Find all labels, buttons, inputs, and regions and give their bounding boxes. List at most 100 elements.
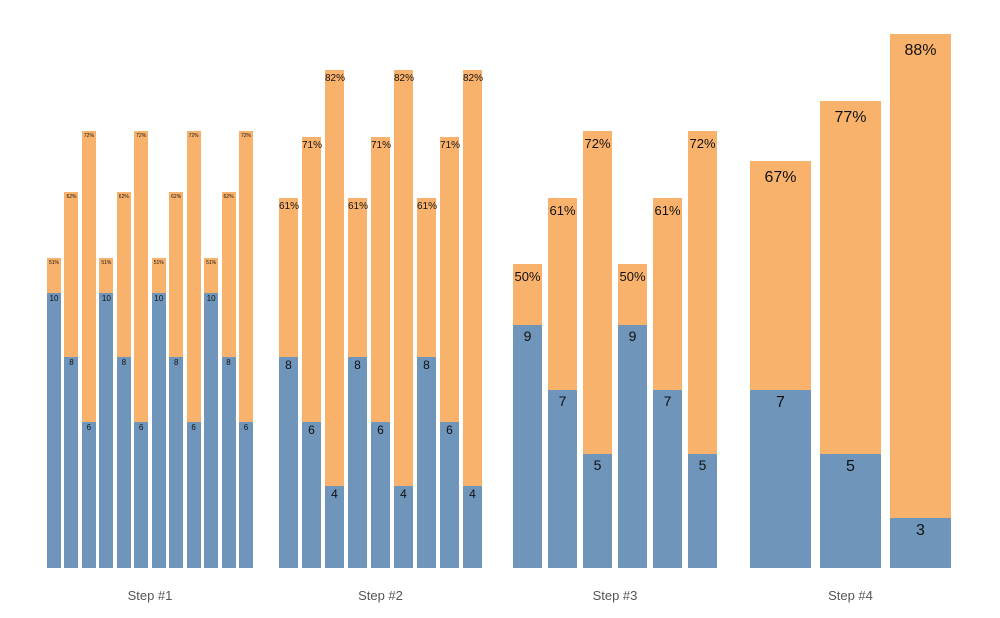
value-label: 8 <box>173 358 179 367</box>
stacked-bar: 51% 10 <box>47 258 61 568</box>
bar-bottom-segment: 6 <box>186 422 201 568</box>
bar-group: 61% 8 71% 6 82% 4 61% 8 71% 6 82% 4 61% 8 71% 6 82% 4 <box>279 70 484 568</box>
group-label: Step #1 <box>127 588 173 603</box>
value-label: 4 <box>469 487 476 501</box>
bar-bottom-segment: 10 <box>99 293 114 568</box>
pct-label: 62% <box>66 194 77 200</box>
pct-label: 72% <box>240 133 251 139</box>
value-label: 10 <box>206 294 216 303</box>
pct-label: 51% <box>48 260 59 266</box>
value-label: 6 <box>308 423 315 437</box>
value-label: 4 <box>400 487 407 501</box>
bar-bottom-segment: 4 <box>325 486 344 568</box>
bar-bottom-segment: 10 <box>151 293 166 568</box>
bar-bottom-segment: 9 <box>513 325 542 568</box>
pct-label: 61% <box>549 203 576 218</box>
value-label: 7 <box>558 393 567 409</box>
pct-label: 61% <box>417 201 438 212</box>
stacked-bar: 71% 6 <box>302 137 322 568</box>
bar-bottom-segment: 10 <box>47 293 61 568</box>
value-label: 7 <box>663 393 672 409</box>
pct-label: 62% <box>118 194 129 200</box>
value-label: 8 <box>423 358 430 372</box>
stacked-bar: 72% 5 <box>688 131 717 568</box>
pct-label: 61% <box>654 203 681 218</box>
stacked-bar: 72% 6 <box>186 131 201 568</box>
stacked-bar: 61% 8 <box>417 198 438 568</box>
pct-label: 62% <box>171 194 182 200</box>
pct-label: 71% <box>371 140 392 151</box>
value-label: 8 <box>285 358 292 372</box>
bar-bottom-segment: 8 <box>221 357 236 568</box>
value-label: 6 <box>191 423 196 432</box>
bar-bottom-segment: 8 <box>116 357 131 568</box>
value-label: 8 <box>226 358 231 367</box>
stacked-bar: 62% 8 <box>64 192 79 568</box>
value-label: 6 <box>139 423 144 432</box>
value-label: 8 <box>121 358 127 367</box>
stacked-bar: 82% 4 <box>394 70 415 568</box>
pct-label: 82% <box>394 73 415 84</box>
bar-bottom-segment: 5 <box>688 454 717 568</box>
pct-label: 61% <box>348 201 369 212</box>
group-label: Step #2 <box>358 588 403 603</box>
stacked-bar: 61% 7 <box>653 198 682 568</box>
value-label: 8 <box>69 358 74 367</box>
bar-bottom-segment: 9 <box>618 325 647 568</box>
pct-label: 82% <box>463 73 484 84</box>
pct-label: 51% <box>101 260 112 266</box>
bar-bottom-segment: 8 <box>279 357 298 568</box>
value-label: 6 <box>446 423 453 437</box>
stacked-bar: 82% 4 <box>463 70 484 568</box>
bar-bottom-segment: 6 <box>81 422 96 568</box>
stacked-bar: 62% 8 <box>169 192 184 568</box>
pct-label: 72% <box>689 136 716 151</box>
value-label: 4 <box>331 487 338 501</box>
pct-label: 51% <box>153 260 164 266</box>
bar-bottom-segment: 8 <box>64 357 79 568</box>
stacked-bar: 88% 3 <box>890 34 951 568</box>
stacked-bar: 71% 6 <box>371 137 392 568</box>
bar-bottom-segment: 6 <box>238 422 253 568</box>
stacked-bar: 72% 6 <box>238 131 253 568</box>
bar-group: 50% 9 61% 7 72% 5 50% 9 61% 7 72% 5 <box>513 131 717 568</box>
value-label: 9 <box>628 328 637 344</box>
value-label: 7 <box>776 394 785 411</box>
value-label: 5 <box>593 457 602 473</box>
group-label: Step #3 <box>592 588 638 603</box>
bar-bottom-segment: 5 <box>583 454 612 568</box>
stacked-bar: 72% 6 <box>134 131 149 568</box>
pct-label: 72% <box>584 136 611 151</box>
bar-bottom-segment: 4 <box>463 486 482 568</box>
pct-label: 77% <box>834 109 867 126</box>
pct-label: 50% <box>514 269 541 284</box>
stacked-bar: 82% 4 <box>325 70 345 568</box>
bar-bottom-segment: 7 <box>548 390 577 568</box>
stacked-bar: 77% 5 <box>820 101 881 568</box>
value-label: 6 <box>86 423 92 432</box>
value-label: 10 <box>49 294 59 303</box>
pct-label: 62% <box>223 194 234 200</box>
value-label: 5 <box>846 458 855 475</box>
pct-label: 88% <box>904 42 937 59</box>
pct-label: 71% <box>440 140 461 151</box>
stacked-bar: 61% 7 <box>548 198 577 568</box>
pct-label: 50% <box>619 269 646 284</box>
stacked-bar: 61% 8 <box>348 198 369 568</box>
value-label: 10 <box>101 294 111 303</box>
value-label: 5 <box>698 457 707 473</box>
stacked-bar: 71% 6 <box>440 137 461 568</box>
bar-bottom-segment: 4 <box>394 486 413 568</box>
value-label: 6 <box>377 423 384 437</box>
value-label: 8 <box>354 358 361 372</box>
stacked-bar: 62% 8 <box>116 192 131 568</box>
bar-bottom-segment: 7 <box>653 390 682 568</box>
pct-label: 67% <box>764 169 797 186</box>
stacked-bar: 62% 8 <box>221 192 236 568</box>
bar-bottom-segment: 6 <box>302 422 321 568</box>
pct-label: 72% <box>188 133 199 139</box>
stacked-bar: 72% 5 <box>583 131 612 568</box>
stacked-bar: 50% 9 <box>513 264 542 568</box>
value-label: 9 <box>523 328 532 344</box>
